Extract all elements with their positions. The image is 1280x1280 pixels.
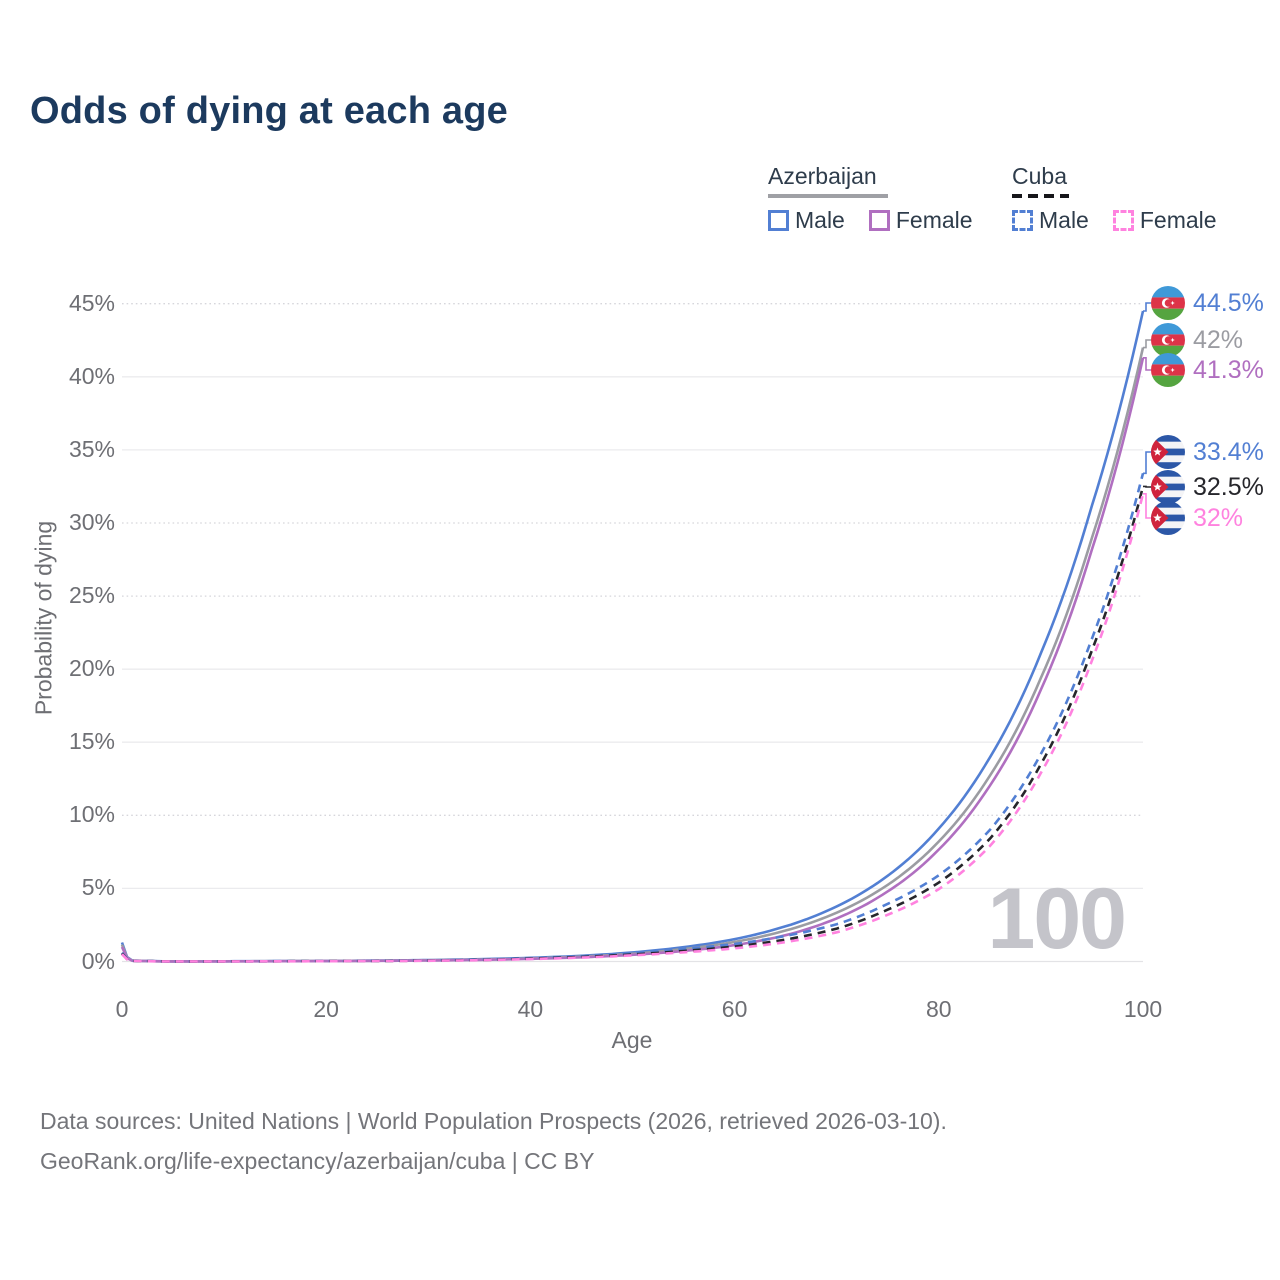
legend-group-azerbaijan: Azerbaijan Male Female xyxy=(768,163,997,234)
legend-item-azerbaijan-female[interactable]: Female xyxy=(868,207,973,234)
legend-item-cuba-male[interactable]: Male xyxy=(1012,207,1089,234)
x-tick-label: 100 xyxy=(1123,996,1163,1022)
legend-country-label: Azerbaijan xyxy=(768,163,877,189)
legend-item-azerbaijan-male[interactable]: Male xyxy=(768,207,845,234)
end-label-connector xyxy=(1143,451,1151,475)
x-tick-label: 60 xyxy=(721,996,748,1022)
y-tick-label: 45% xyxy=(68,289,115,316)
y-tick-label: 30% xyxy=(68,508,115,535)
end-label-cuba-male: 33.4% xyxy=(1151,435,1264,469)
legend-line-style-sample xyxy=(1012,194,1069,198)
legend-country-label: Cuba xyxy=(1012,163,1067,189)
end-label-connector xyxy=(1143,302,1151,312)
legend-swatch-icon xyxy=(768,210,789,231)
x-tick-label: 0 xyxy=(115,996,129,1022)
end-label-connector xyxy=(1143,357,1151,371)
legend-swatch-icon xyxy=(1012,210,1033,231)
y-tick-label: 5% xyxy=(81,874,115,901)
y-tick-label: 0% xyxy=(81,947,115,974)
end-label-value: 44.5% xyxy=(1193,288,1264,317)
series-line-cuba-female xyxy=(121,493,1145,963)
flag-cuba-icon xyxy=(1151,470,1185,504)
series-line-azerbaijan-male xyxy=(120,310,1145,963)
flag-cuba-icon xyxy=(1151,435,1185,469)
legend-item-cuba-female[interactable]: Female xyxy=(1112,207,1217,234)
legend-swatch-icon xyxy=(868,210,890,231)
flag-azerbaijan-icon xyxy=(1151,323,1185,357)
flag-azerbaijan-icon xyxy=(1151,286,1185,320)
footer-attribution: GeoRank.org/life-expectancy/azerbaijan/c… xyxy=(40,1148,595,1174)
flag-azerbaijan-icon xyxy=(1151,353,1185,387)
series-line-azerbaijan-both-sexes xyxy=(120,347,1145,963)
flag-cuba-icon xyxy=(1151,501,1185,535)
x-tick-label: 80 xyxy=(926,996,952,1022)
x-tick-label: 40 xyxy=(517,996,544,1022)
y-axis-title: Probability of dying xyxy=(30,520,57,716)
y-tick-label: 10% xyxy=(68,801,115,828)
end-label-value: 41.3% xyxy=(1193,355,1264,384)
end-label-value: 32% xyxy=(1193,503,1244,532)
page-title: Odds of dying at each age xyxy=(30,90,508,132)
legend-group-cuba: Cuba Male Female xyxy=(1012,163,1241,234)
age-counter: 100 xyxy=(987,871,1128,967)
end-label-cuba-female: 32% xyxy=(1151,501,1243,535)
end-label-value: 33.4% xyxy=(1193,437,1264,466)
y-tick-label: 15% xyxy=(68,728,115,755)
end-label-azerbaijan-male: 44.5% xyxy=(1151,286,1264,320)
end-label-value: 42% xyxy=(1193,325,1244,354)
legend-item-label: Male xyxy=(1039,207,1089,233)
end-label-value: 32.5% xyxy=(1193,472,1264,501)
y-tick-label: 20% xyxy=(68,655,115,682)
end-label-azerbaijan-both-sexes: 42% xyxy=(1151,323,1243,357)
x-axis-title: Age xyxy=(611,1027,653,1053)
end-label-azerbaijan-female: 41.3% xyxy=(1151,353,1264,387)
end-label-connector xyxy=(1143,485,1151,488)
y-tick-label: 25% xyxy=(68,582,115,609)
end-label-connector xyxy=(1143,493,1151,519)
legend-item-label: Female xyxy=(1139,207,1217,233)
y-tick-label: 35% xyxy=(68,435,115,462)
legend-line-style-sample xyxy=(768,194,888,198)
y-tick-label: 40% xyxy=(68,362,115,389)
legend-item-label: Female xyxy=(895,207,973,233)
footer-sources: Data sources: United Nations | World Pop… xyxy=(40,1108,947,1134)
legend-item-label: Male xyxy=(795,207,845,233)
legend-swatch-icon xyxy=(1112,210,1134,231)
end-label-connector xyxy=(1143,339,1151,349)
x-tick-label: 20 xyxy=(313,996,339,1022)
end-label-cuba-both-sexes: 32.5% xyxy=(1151,470,1264,504)
